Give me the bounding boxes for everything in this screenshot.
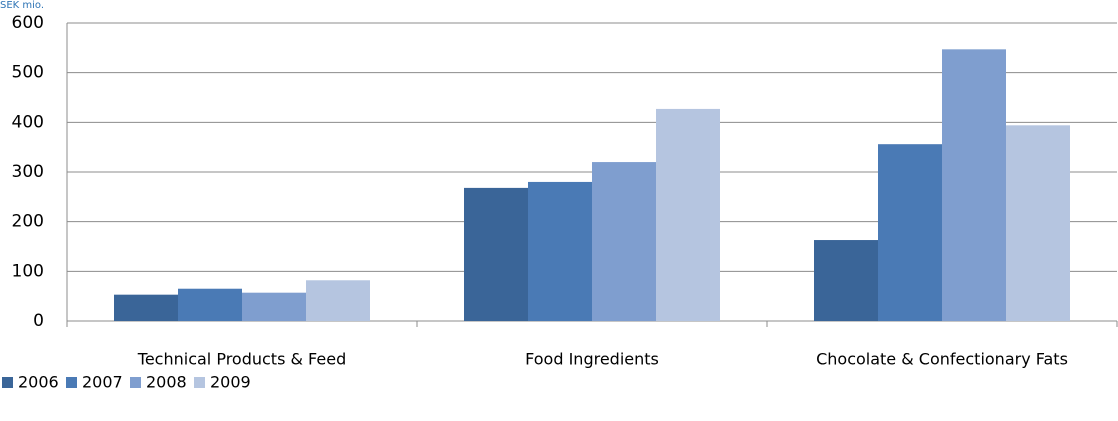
bar: [942, 49, 1006, 321]
legend-label: 2009: [210, 373, 251, 392]
legend-label: 2008: [146, 373, 187, 392]
bar: [306, 280, 370, 321]
bar: [878, 144, 942, 321]
bar: [528, 181, 592, 321]
legend-swatch: [130, 377, 141, 388]
y-axis-label: SEK mio.: [0, 0, 44, 11]
bar: [464, 187, 528, 321]
x-tick-label: Chocolate & Confectionary Fats: [816, 350, 1068, 369]
bar: [1006, 125, 1070, 322]
y-tick-label: 600: [12, 13, 44, 33]
legend-label: 2006: [18, 373, 59, 392]
bar: [814, 240, 878, 321]
y-tick-label: 0: [33, 311, 44, 331]
bar: [178, 288, 242, 321]
bar: [242, 292, 306, 321]
y-tick-label: 200: [12, 212, 44, 232]
y-tick-label: 400: [12, 112, 44, 132]
legend-label: 2007: [82, 373, 123, 392]
bar: [656, 108, 720, 321]
legend-swatch: [2, 377, 13, 388]
x-tick-label: Technical Products & Feed: [137, 350, 346, 369]
legend-swatch: [194, 377, 205, 388]
legend-swatch: [66, 377, 77, 388]
bar: [592, 162, 656, 321]
x-tick-label: Food Ingredients: [525, 350, 659, 369]
y-tick-label: 100: [12, 261, 44, 281]
bar: [114, 294, 178, 321]
y-tick-label: 300: [12, 162, 44, 182]
y-tick-label: 500: [12, 63, 44, 83]
